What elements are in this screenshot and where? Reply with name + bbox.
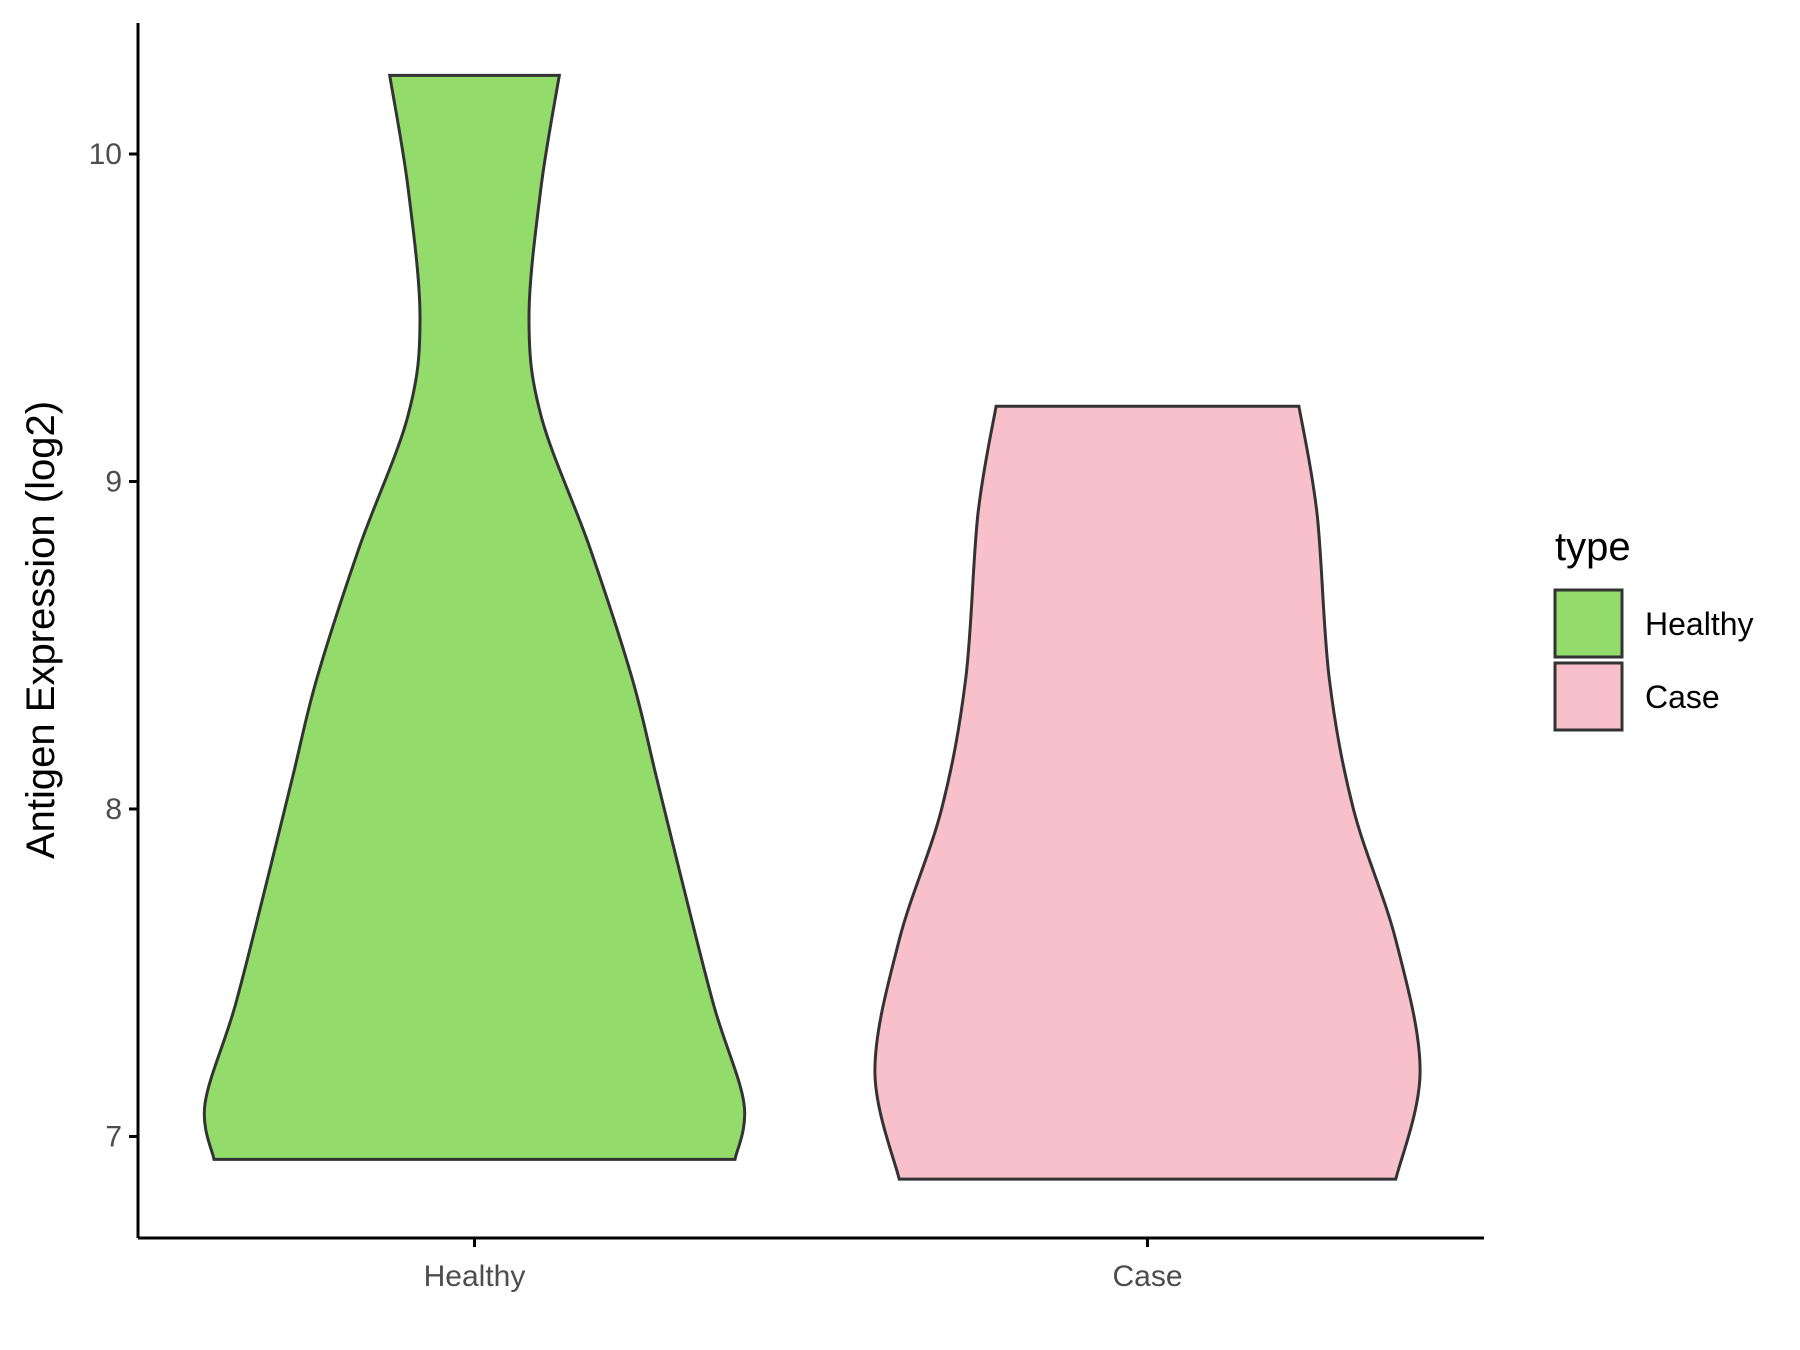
legend-entries: Healthy Case (1553, 588, 1754, 732)
y-tick-label: 8 (105, 793, 122, 826)
violin-healthy (202, 73, 747, 1161)
y-ticks: 7 8 9 10 (89, 138, 138, 1153)
violin-layer (202, 73, 1422, 1181)
y-tick-label: 7 (105, 1120, 122, 1153)
y-axis-title: Antigen Expression (log2) (19, 401, 63, 859)
legend-label-case: Case (1645, 679, 1720, 715)
legend: type Healthy Case (1553, 525, 1754, 732)
y-tick-label: 9 (105, 465, 122, 498)
legend-title: type (1555, 525, 1631, 569)
legend-label-healthy: Healthy (1645, 606, 1754, 642)
x-tick-label-healthy: Healthy (424, 1260, 526, 1293)
x-tick-label-case: Case (1112, 1260, 1182, 1293)
x-ticks: Healthy Case (424, 1238, 1183, 1293)
violin-case (873, 404, 1422, 1181)
legend-swatch-healthy (1553, 588, 1624, 659)
y-tick-label: 10 (89, 138, 122, 171)
legend-swatch-case (1553, 661, 1624, 732)
